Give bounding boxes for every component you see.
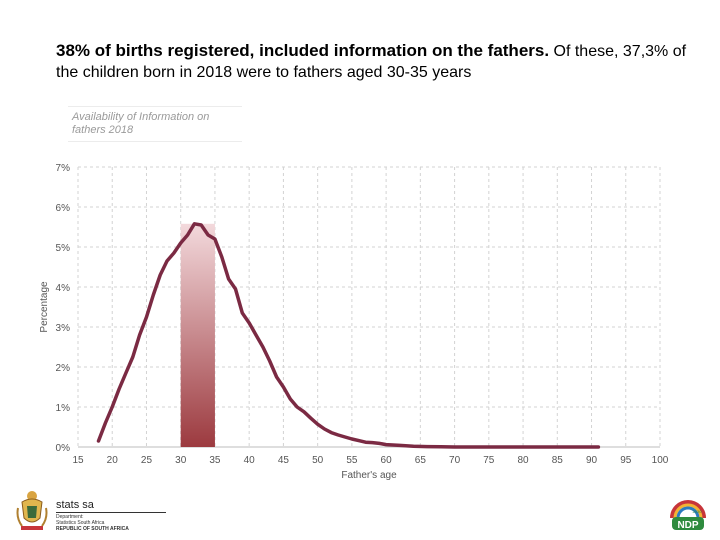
y-tick-label: 1%	[56, 403, 71, 414]
y-tick-label: 0%	[56, 443, 71, 454]
chart-subtitle: Availability of Information on fathers 2…	[68, 106, 242, 142]
dept-line2: Statistics South Africa	[56, 520, 105, 526]
y-tick-label: 2%	[56, 363, 71, 374]
x-tick-label: 100	[652, 455, 669, 466]
highlight-band-30-35	[180, 223, 215, 447]
x-tick-label: 40	[244, 455, 256, 466]
x-tick-label: 45	[278, 455, 290, 466]
x-tick-label: 55	[346, 455, 358, 466]
x-tick-label: 65	[415, 455, 427, 466]
org-name: stats sa	[56, 499, 94, 511]
ndp-logo-icon: NDP 2030	[670, 500, 706, 531]
fathers-age-chart: 15 20 25 30 35 40 45 50 55 60 65 70 75 80 85 90 95 100 0% 1…	[39, 163, 669, 481]
headline-bold: 38% of births registered, included infor…	[56, 41, 550, 60]
x-tick-label: 95	[620, 455, 632, 466]
coat-of-arms-icon	[16, 491, 48, 530]
x-axis-title: Father's age	[341, 470, 397, 481]
country-name: REPUBLIC OF SOUTH AFRICA	[56, 526, 129, 532]
headline-rest: Of these, 37,3% of the children born in …	[56, 43, 687, 81]
x-tick-label: 90	[586, 455, 598, 466]
x-tick-label: 80	[517, 455, 529, 466]
series-line	[96, 222, 601, 449]
x-tick-label: 30	[175, 455, 187, 466]
ndp-label: NDP	[677, 520, 698, 531]
grid	[77, 166, 661, 448]
x-tick-label: 20	[107, 455, 119, 466]
x-tick-label: 70	[449, 455, 461, 466]
x-tick-label: 75	[483, 455, 495, 466]
department-block: Department: Statistics South Africa REPU…	[56, 512, 166, 532]
x-tick-label: 85	[552, 455, 564, 466]
tick-labels: 15 20 25 30 35 40 45 50 55 60 65 70 75 80 85 90 95 100 0% 1…	[56, 163, 669, 466]
x-tick-label: 15	[72, 455, 84, 466]
headline: 38% of births registered, included infor…	[56, 40, 706, 83]
y-tick-label: 5%	[56, 243, 71, 254]
y-axis-title: Percentage	[39, 281, 50, 333]
x-tick-label: 25	[141, 455, 153, 466]
y-tick-label: 3%	[56, 323, 71, 334]
y-tick-label: 7%	[56, 163, 71, 174]
y-tick-label: 4%	[56, 283, 71, 294]
x-tick-label: 60	[381, 455, 393, 466]
y-tick-label: 6%	[56, 203, 71, 214]
ndp-year: 2030	[693, 509, 703, 514]
dept-line1: Department:	[56, 514, 84, 520]
x-tick-label: 35	[209, 455, 221, 466]
x-tick-label: 50	[312, 455, 324, 466]
